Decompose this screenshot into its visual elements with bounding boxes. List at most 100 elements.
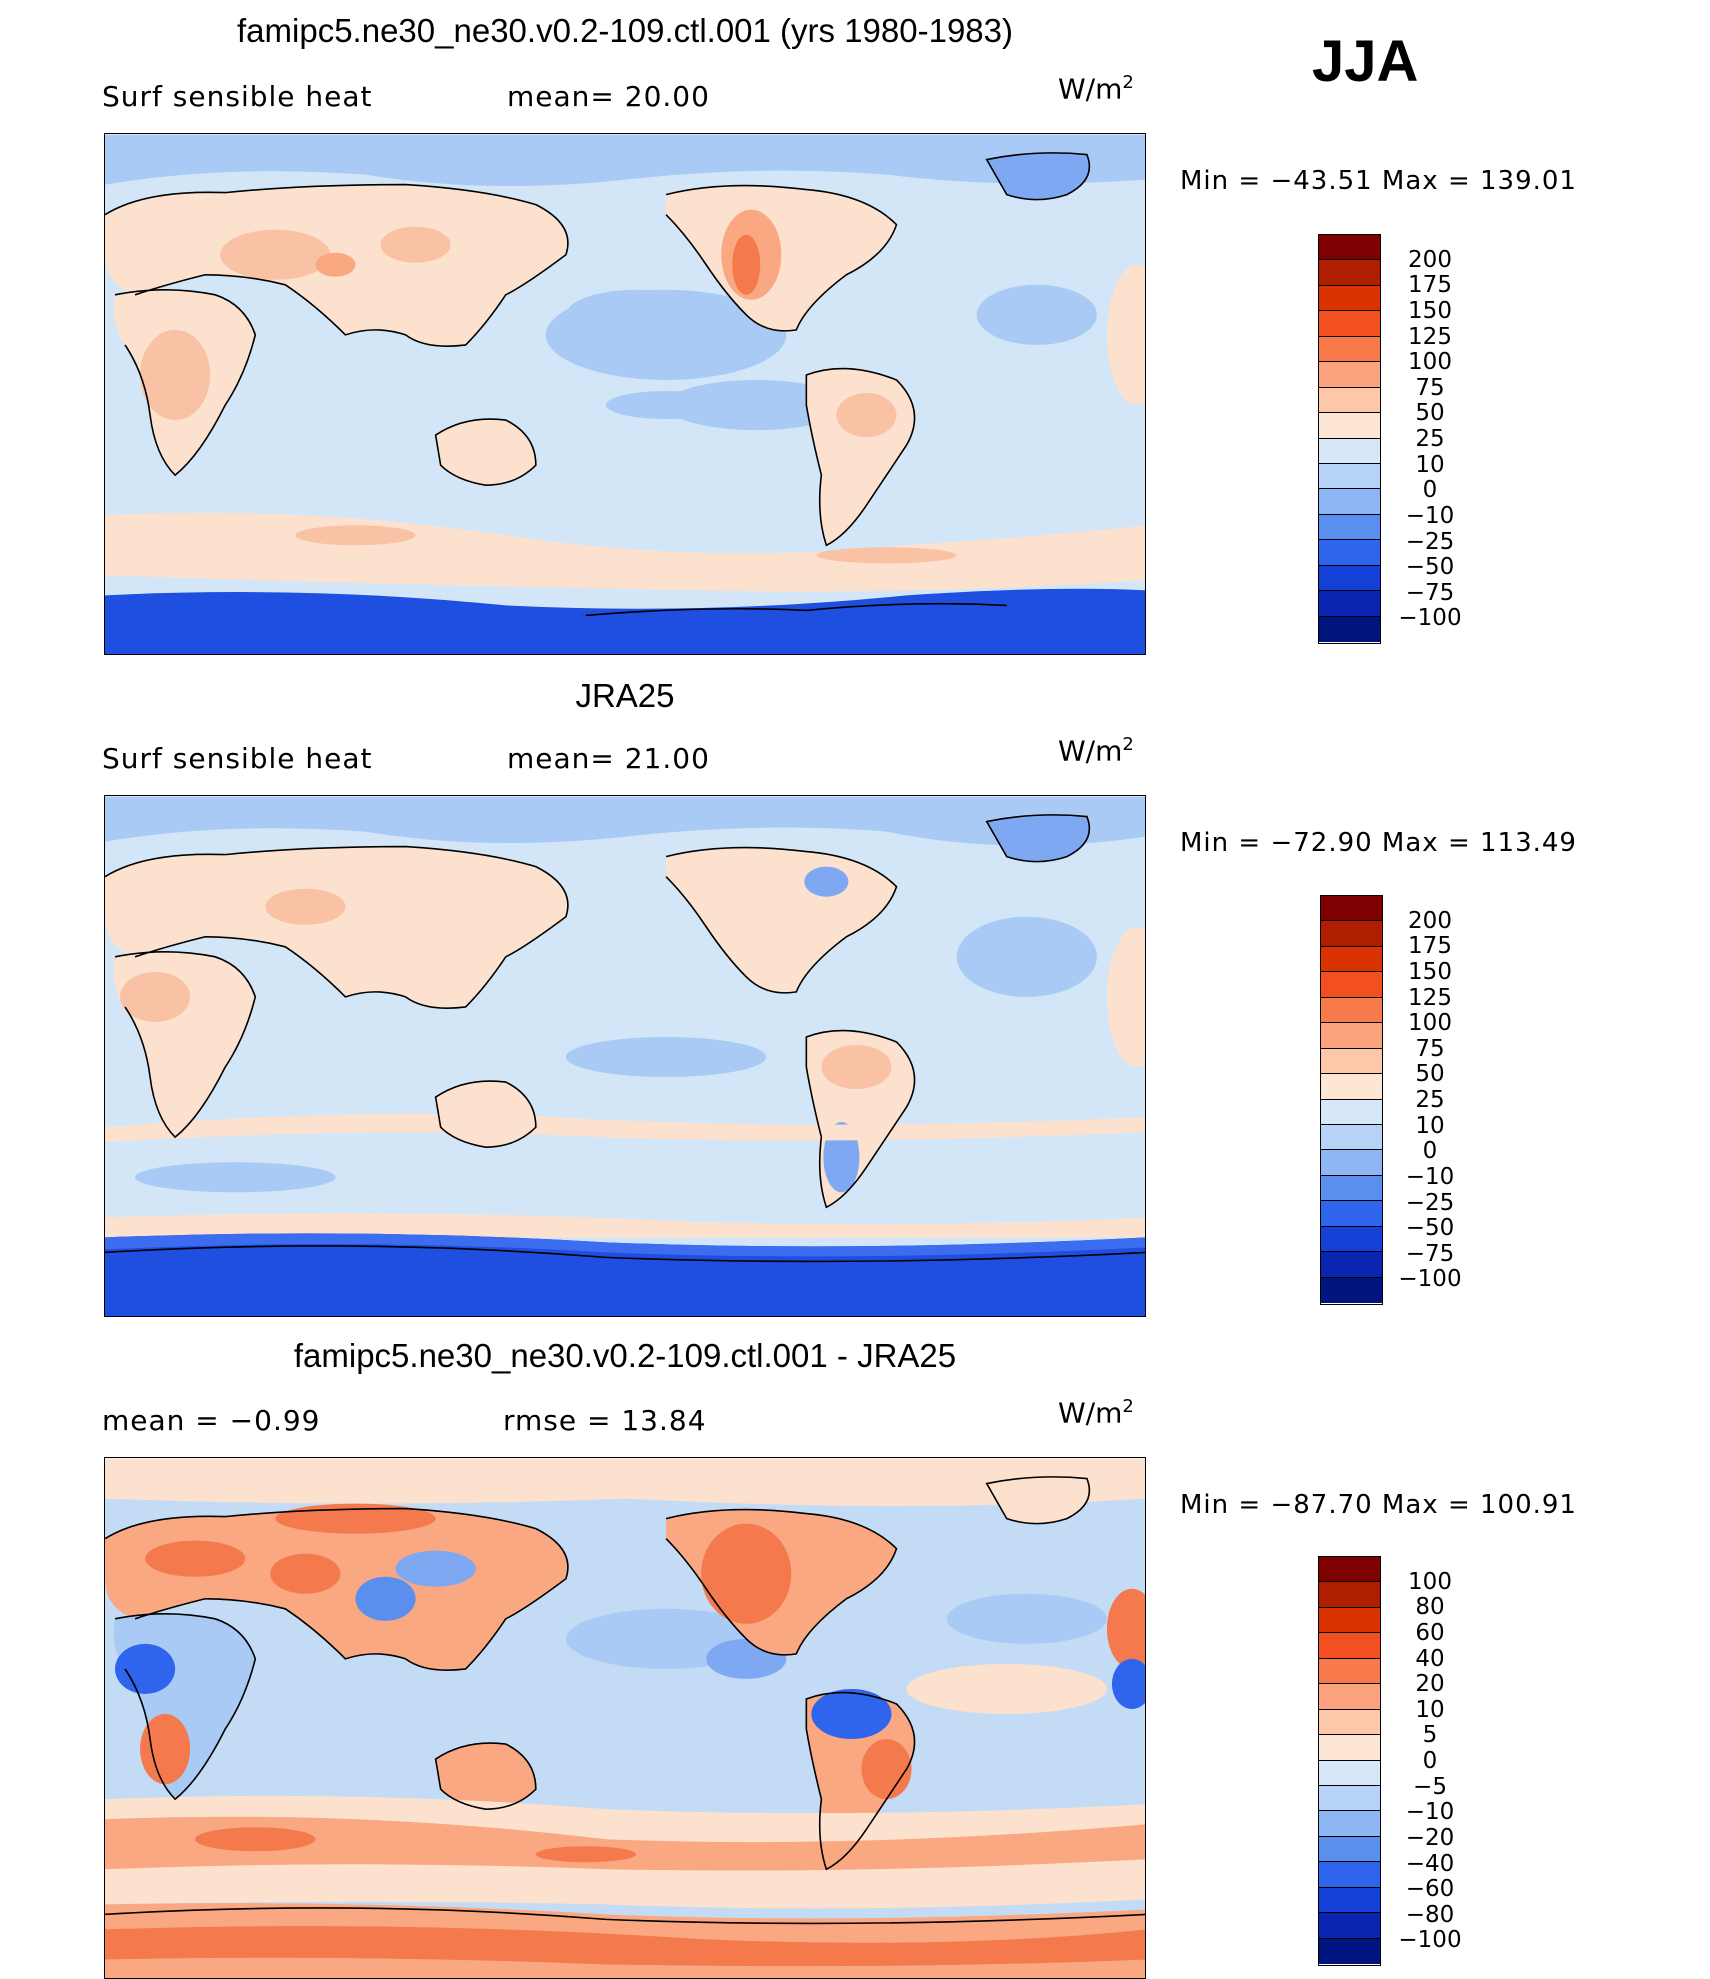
colorbar-tick-label: −50 (1405, 1215, 1455, 1242)
colorbar-swatch (1321, 997, 1382, 1024)
colorbar-swatch (1321, 1201, 1382, 1227)
colorbar-swatch (1321, 946, 1382, 973)
colorbar-tick-label: −25 (1405, 528, 1455, 555)
colorbar-swatch (1321, 972, 1382, 998)
panel-1-map (104, 133, 1146, 655)
panel-2-colorbar (1320, 895, 1383, 1305)
colorbar-swatch (1319, 565, 1380, 592)
colorbar-swatch (1321, 1252, 1382, 1278)
panel-3-colorbar (1318, 1556, 1381, 1966)
colorbar-tick-label: −60 (1405, 1876, 1455, 1903)
colorbar-swatch (1319, 260, 1380, 286)
colorbar-swatch (1321, 1023, 1382, 1049)
panel-3-title: famipc5.ne30_ne30.v0.2-109.ctl.001 - JRA… (293, 1337, 957, 1374)
colorbar-swatch (1321, 1226, 1382, 1253)
colorbar-tick-label: 100 (1408, 1010, 1452, 1037)
colorbar-swatch (1319, 235, 1380, 261)
colorbar-tick-label: 80 (1415, 1594, 1445, 1621)
colorbar-swatch (1321, 1048, 1382, 1075)
colorbar-swatch (1319, 413, 1380, 439)
colorbar-swatch (1319, 285, 1380, 312)
colorbar-swatch (1321, 1099, 1382, 1125)
colorbar-swatch (1319, 1709, 1380, 1736)
panel-3-map (104, 1457, 1146, 1979)
panel-2-map (104, 795, 1146, 1317)
panel-2-variable-label: Surf sensible heat (102, 742, 373, 775)
colorbar-tick-label: 75 (1415, 374, 1445, 401)
colorbar-swatch (1319, 1887, 1380, 1914)
colorbar-tick-label: 175 (1408, 933, 1452, 960)
colorbar-tick-label: 25 (1415, 426, 1445, 452)
colorbar-swatch (1319, 489, 1380, 515)
colorbar-tick-label: 75 (1415, 1035, 1445, 1062)
panel-2-title: JRA25 (575, 677, 675, 714)
colorbar-swatch (1319, 387, 1380, 414)
colorbar-swatch (1319, 1684, 1380, 1710)
colorbar-tick-label: 10 (1415, 451, 1445, 478)
colorbar-swatch (1321, 896, 1382, 922)
colorbar-tick-label: 60 (1415, 1619, 1445, 1646)
panel-2-colorbar-swatches (1321, 896, 1382, 1303)
panel-1-mean-label: mean= 20.00 (507, 80, 710, 113)
panel-2-min-max: Min = −72.90 Max = 113.49 (1180, 828, 1577, 858)
colorbar-tick-label: 125 (1408, 984, 1452, 1011)
panel-1-colorbar-swatches (1319, 235, 1380, 642)
colorbar-swatch (1319, 514, 1380, 541)
colorbar-tick-label: 175 (1408, 272, 1452, 299)
colorbar-swatch (1319, 311, 1380, 337)
colorbar-swatch (1319, 1760, 1380, 1786)
season-label: JJA (1312, 29, 1419, 94)
colorbar-swatch (1319, 362, 1380, 388)
colorbar-tick-label: −75 (1405, 1240, 1455, 1267)
colorbar-swatch (1319, 616, 1380, 642)
colorbar-swatch (1321, 1124, 1382, 1151)
colorbar-tick-label: −100 (1398, 1927, 1462, 1954)
colorbar-swatch (1319, 1557, 1380, 1583)
colorbar-tick-label: 10 (1415, 1696, 1445, 1723)
panel-3-colorbar-swatches (1319, 1557, 1380, 1964)
panel-1-units: W/m2 (1058, 72, 1134, 106)
colorbar-tick-label: 50 (1415, 400, 1445, 427)
colorbar-tick-label: 20 (1415, 1671, 1445, 1698)
panel-1-variable-label: Surf sensible heat (102, 80, 373, 113)
colorbar-tick-label: −10 (1405, 1799, 1455, 1826)
colorbar-swatch (1319, 438, 1380, 464)
colorbar-tick-label: 150 (1408, 297, 1452, 324)
colorbar-swatch (1319, 1633, 1380, 1659)
panel-3-map-svg (105, 1458, 1145, 1978)
colorbar-tick-label: −5 (1413, 1773, 1447, 1800)
colorbar-tick-label: −80 (1405, 1901, 1455, 1928)
panel-1-colorbar (1318, 234, 1381, 644)
colorbar-tick-label: −50 (1405, 554, 1455, 581)
colorbar-swatch (1319, 336, 1380, 363)
colorbar-tick-label: 0 (1422, 1138, 1438, 1165)
colorbar-swatch (1319, 1735, 1380, 1761)
colorbar-swatch (1319, 1836, 1380, 1863)
colorbar-tick-label: 100 (1408, 349, 1452, 376)
colorbar-swatch (1321, 1175, 1382, 1202)
colorbar-tick-label: −75 (1405, 579, 1455, 606)
panel-2-mean-label: mean= 21.00 (507, 742, 710, 775)
colorbar-tick-label: −100 (1398, 605, 1462, 632)
colorbar-tick-label: 25 (1415, 1087, 1445, 1113)
colorbar-tick-label: 125 (1408, 323, 1452, 350)
panel-2-map-svg (105, 796, 1145, 1316)
colorbar-tick-label: 50 (1415, 1061, 1445, 1088)
panel-3-mean-label: mean = −0.99 (102, 1404, 321, 1437)
panel-1-min-max: Min = −43.51 Max = 139.01 (1180, 166, 1577, 196)
colorbar-swatch (1319, 1811, 1380, 1837)
colorbar-swatch (1319, 1785, 1380, 1812)
colorbar-swatch (1319, 540, 1380, 566)
colorbar-tick-label: −10 (1405, 502, 1455, 529)
colorbar-tick-label: 200 (1408, 246, 1452, 273)
colorbar-tick-label: 200 (1408, 907, 1452, 934)
colorbar-swatch (1319, 1913, 1380, 1939)
panel-3-units: W/m2 (1058, 1396, 1134, 1430)
colorbar-swatch (1321, 1150, 1382, 1176)
colorbar-swatch (1319, 463, 1380, 490)
colorbar-swatch (1319, 1658, 1380, 1685)
colorbar-tick-label: 5 (1422, 1722, 1438, 1749)
panel-1-title: famipc5.ne30_ne30.v0.2-109.ctl.001 (yrs … (237, 12, 1013, 49)
colorbar-tick-label: −40 (1405, 1850, 1455, 1877)
panel-3-min-max: Min = −87.70 Max = 100.91 (1180, 1490, 1577, 1520)
